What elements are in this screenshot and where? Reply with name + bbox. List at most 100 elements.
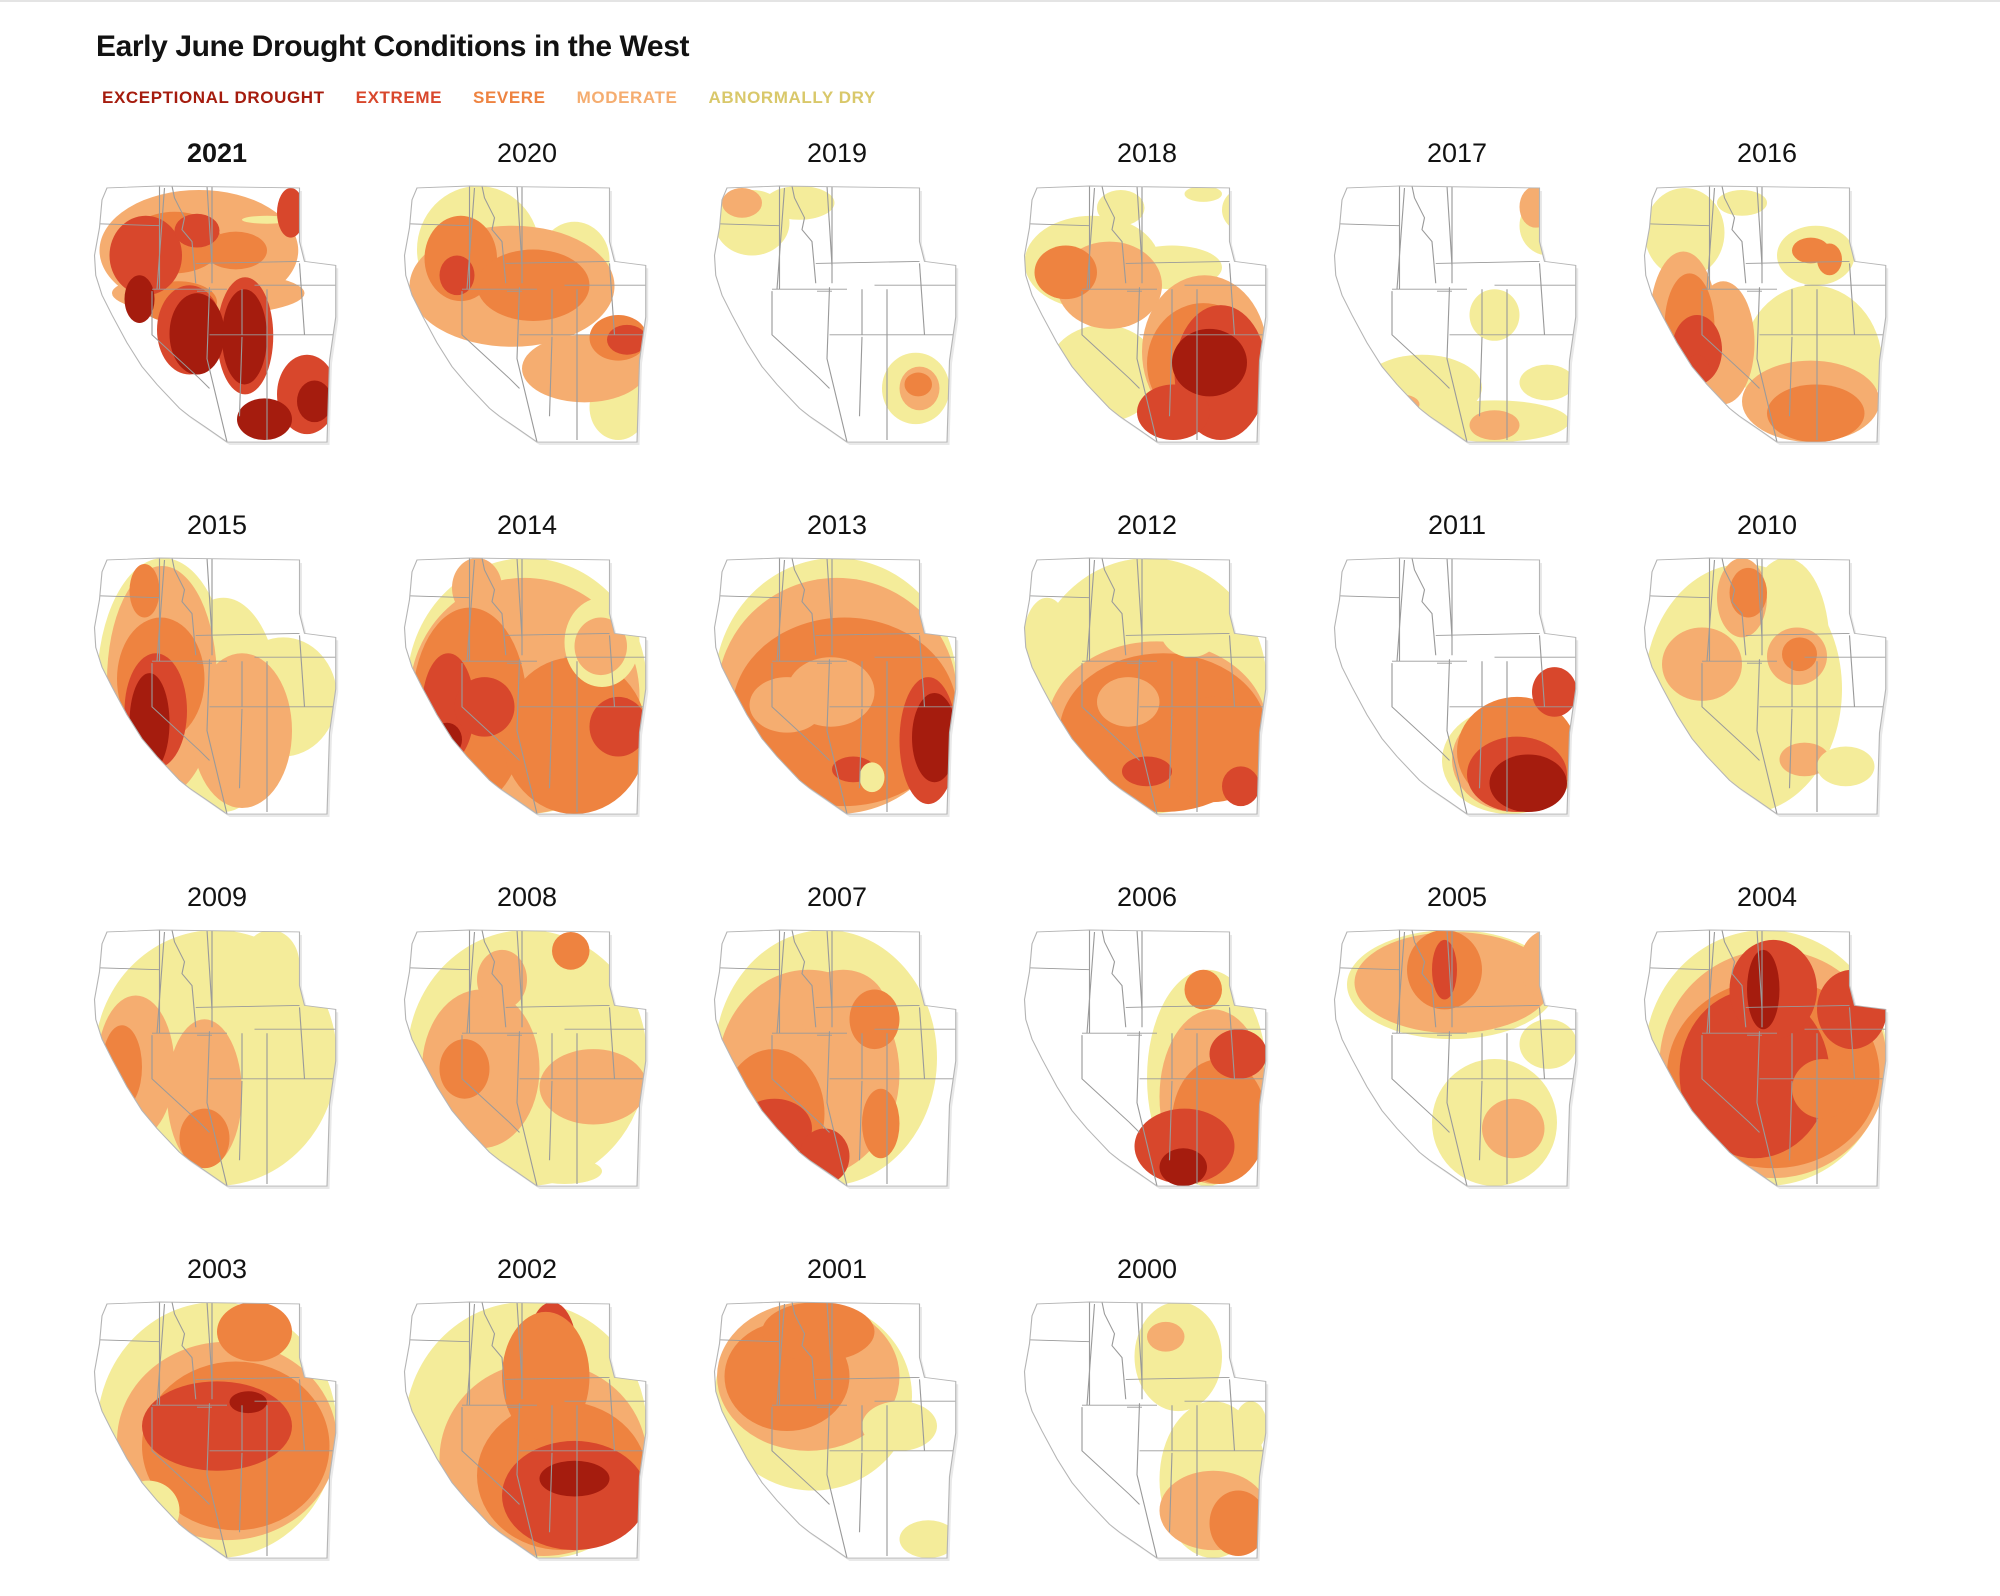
drought-area-moderate [477, 949, 527, 1010]
state-borders [404, 558, 646, 815]
drought-area-severe [849, 989, 900, 1050]
drought-map-2021 [93, 185, 339, 445]
region-outline [1643, 557, 1887, 815]
drought-area-dry [1817, 746, 1875, 787]
drought-map-2016 [1643, 185, 1889, 445]
drought-area-severe [179, 1108, 230, 1169]
year-label: 2019 [806, 138, 868, 168]
year-label: 2009 [186, 882, 248, 912]
drought-map-2010 [1643, 557, 1889, 817]
drought-area-dry [1717, 189, 1767, 216]
year-label: 2000 [1116, 1254, 1178, 1284]
drought-map-2000 [1023, 1301, 1269, 1561]
drought-area-dry [862, 1401, 937, 1451]
drought-area-dry [1519, 1019, 1576, 1069]
drought-area-exceptional [297, 380, 332, 423]
drought-area-severe [502, 1311, 590, 1441]
year-label: 2021 [186, 138, 248, 168]
drought-area-dry [1097, 189, 1145, 226]
drought-area-severe [477, 249, 590, 321]
drought-area-severe [217, 1302, 292, 1362]
drought-area-exceptional [539, 1460, 610, 1497]
state-borders [1024, 186, 1266, 443]
drought-area-dry [1644, 187, 1725, 278]
map-panel-2016: 2016 [1642, 138, 1892, 468]
state-borders [404, 1302, 646, 1559]
drought-area-extreme [1134, 1108, 1235, 1185]
drought-area-dry [1469, 289, 1520, 341]
drought-area-dry [1234, 1401, 1266, 1451]
map-panel-2017: 2017 [1332, 138, 1582, 468]
year-label: 2020 [496, 138, 558, 168]
legend-abnormally-dry: ABNORMALLY DRY [708, 88, 876, 107]
legend: EXCEPTIONAL DROUGHT EXTREME SEVERE MODER… [102, 88, 876, 108]
region-outline [713, 185, 957, 443]
drought-map-2012 [1023, 557, 1269, 817]
year-label: 2003 [186, 1254, 248, 1284]
region-outline [93, 1301, 337, 1559]
state-borders [404, 930, 646, 1187]
region-outline [403, 185, 647, 443]
map-panel-2011: 2011 [1332, 510, 1582, 840]
drought-map-2015 [93, 557, 339, 817]
drought-map-2013 [713, 557, 959, 817]
drought-area-extreme [1672, 315, 1722, 385]
year-label: 2016 [1736, 138, 1798, 168]
drought-area-exceptional [1159, 1148, 1207, 1187]
drought-map-2020 [403, 185, 649, 445]
year-label: 2014 [496, 510, 558, 540]
state-borders [1334, 558, 1576, 815]
region-outline [93, 185, 337, 443]
map-panel-2012: 2012 [1022, 510, 1272, 840]
drought-area-severe [1782, 637, 1817, 672]
year-label: 2018 [1116, 138, 1178, 168]
state-borders [1644, 930, 1886, 1187]
drought-area-extreme [109, 215, 182, 296]
year-label: 2004 [1736, 882, 1798, 912]
map-panel-2021: 2021 [92, 138, 342, 468]
drought-map-2003 [93, 1301, 339, 1561]
drought-area-extreme [174, 213, 220, 248]
drought-area-severe [1767, 384, 1865, 443]
drought-area-severe [1184, 969, 1222, 1010]
drought-area-exceptional [129, 673, 170, 773]
state-borders [1644, 558, 1886, 815]
drought-area-extreme [1222, 766, 1260, 807]
drought-area-extreme [1432, 939, 1457, 1000]
state-borders [1024, 1302, 1266, 1559]
drought-map-2002 [403, 1301, 649, 1561]
drought-area-dry [1134, 1302, 1222, 1412]
state-borders [714, 1302, 956, 1559]
drought-map-2006 [1023, 929, 1269, 1189]
drought-area-moderate [1097, 677, 1160, 727]
state-borders [404, 186, 646, 443]
drought-area-extreme [799, 1128, 850, 1185]
legend-extreme: EXTREME [355, 88, 443, 107]
drought-map-2004 [1643, 929, 1889, 1189]
state-borders [94, 186, 336, 443]
region-outline [1023, 929, 1267, 1187]
drought-area-moderate [1147, 1321, 1185, 1352]
drought-area-severe [439, 1039, 490, 1099]
drought-area-severe [904, 372, 932, 397]
year-label: 2005 [1426, 882, 1488, 912]
drought-map-2017 [1333, 185, 1579, 445]
year-label: 2006 [1116, 882, 1178, 912]
map-panel-2004: 2004 [1642, 882, 1892, 1212]
drought-area-moderate [1382, 394, 1420, 415]
drought-area-exceptional [432, 722, 462, 757]
drought-area-exceptional [169, 293, 225, 375]
legend-severe: SEVERE [473, 88, 546, 107]
state-borders [94, 1302, 336, 1559]
map-panel-2009: 2009 [92, 882, 342, 1212]
map-panel-2019: 2019 [712, 138, 962, 468]
map-panel-2010: 2010 [1642, 510, 1892, 840]
state-borders [714, 930, 956, 1187]
map-panel-2018: 2018 [1022, 138, 1272, 468]
state-borders [1644, 186, 1886, 443]
map-panel-2020: 2020 [402, 138, 652, 468]
region-outline [93, 557, 337, 815]
year-label: 2017 [1426, 138, 1488, 168]
region-outline [403, 557, 647, 815]
map-panel-2005: 2005 [1332, 882, 1582, 1212]
